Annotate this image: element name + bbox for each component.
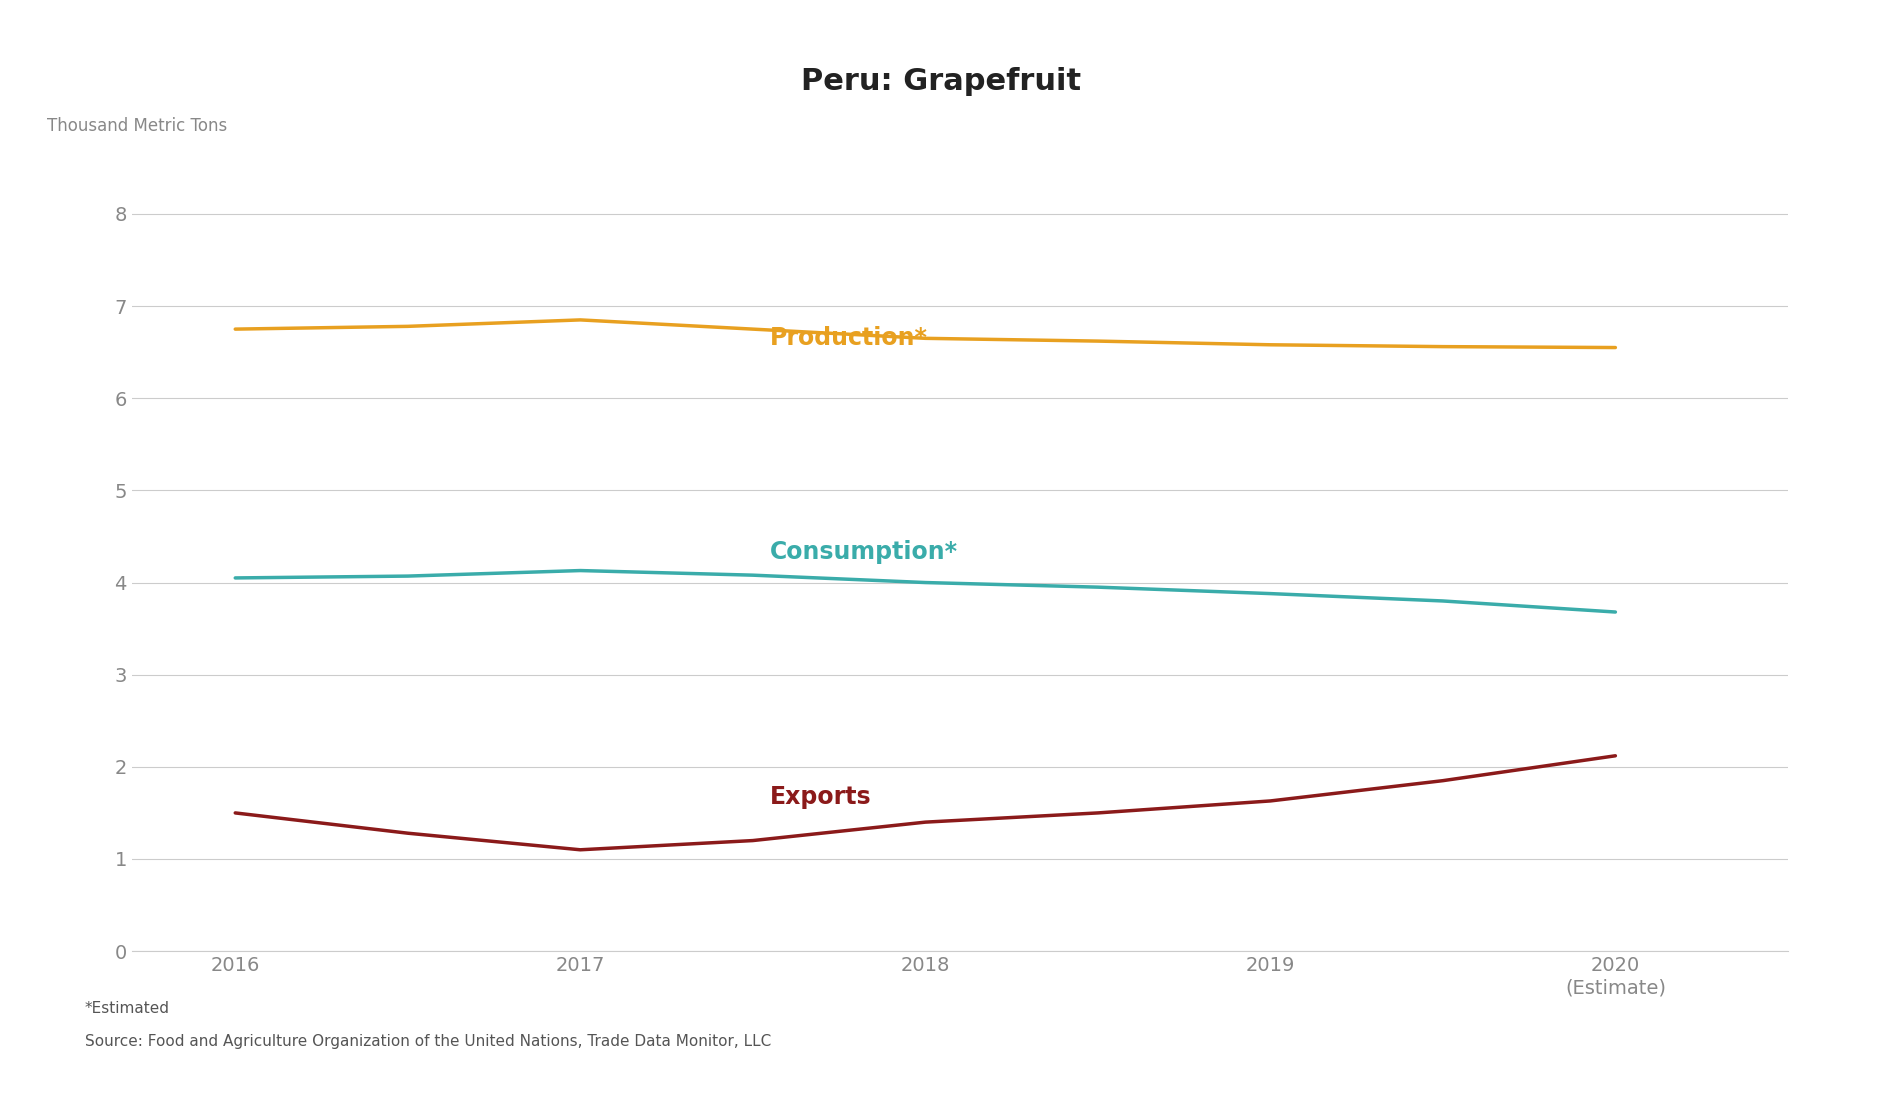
Text: Peru: Grapefruit: Peru: Grapefruit — [802, 67, 1080, 96]
Text: Production*: Production* — [770, 326, 928, 350]
Text: Exports: Exports — [770, 784, 871, 809]
Text: Thousand Metric Tons: Thousand Metric Tons — [47, 117, 228, 135]
Text: *Estimated: *Estimated — [85, 1000, 169, 1016]
Text: Consumption*: Consumption* — [770, 539, 958, 564]
Text: Source: Food and Agriculture Organization of the United Nations, Trade Data Moni: Source: Food and Agriculture Organizatio… — [85, 1034, 772, 1050]
